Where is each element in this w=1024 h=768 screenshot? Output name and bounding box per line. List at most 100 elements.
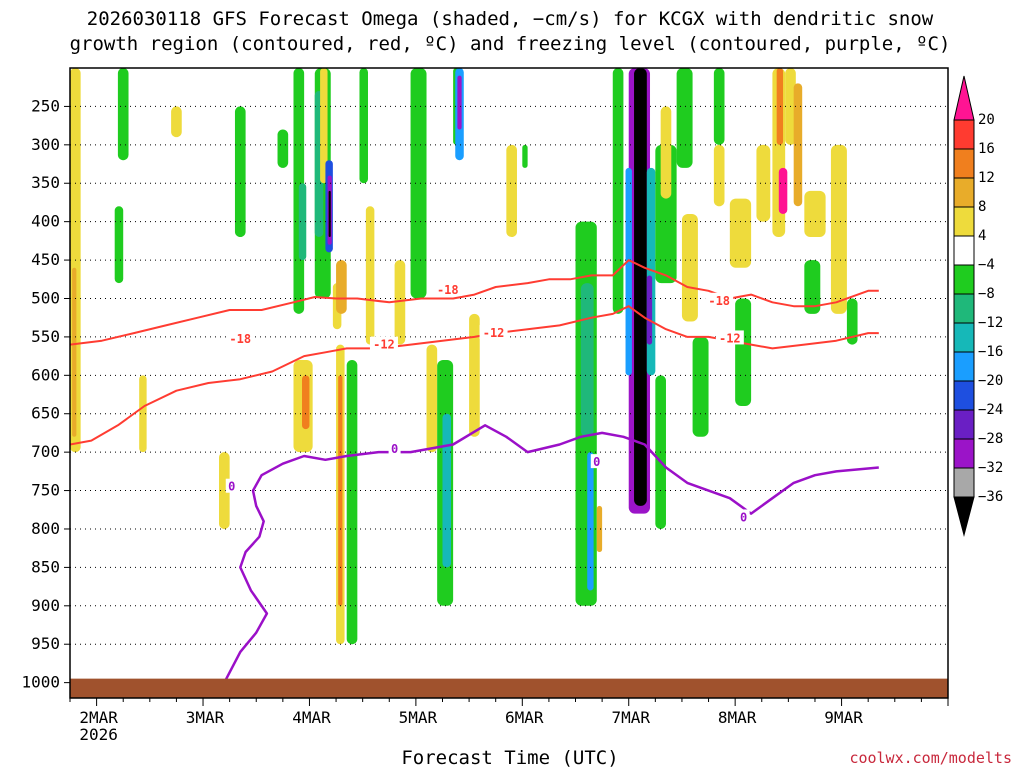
x-tick-label: 7MAR — [611, 708, 650, 727]
omega-region — [646, 275, 653, 345]
freezing-level-label: 0 — [593, 455, 600, 469]
dgz-minus-12-label: -12 — [373, 338, 395, 352]
y-tick-label: 300 — [31, 135, 60, 154]
dgz-minus-12-line — [70, 305, 879, 446]
y-tick-label: 600 — [31, 365, 60, 384]
colorbar-top-arrow — [953, 75, 975, 121]
x-tick-label: 9MAR — [824, 708, 863, 727]
colorbar-label: 20 — [978, 112, 995, 128]
y-tick-label: 350 — [31, 173, 60, 192]
omega-region — [117, 68, 129, 161]
colorbar-label: 4 — [978, 228, 986, 244]
omega-region — [72, 267, 77, 437]
x-tick-label: 8MAR — [718, 708, 757, 727]
colorbar-swatch — [953, 177, 975, 208]
y-tick-label: 900 — [31, 596, 60, 615]
colorbar-swatch — [953, 206, 975, 237]
colorbar-bottom-arrow — [953, 496, 975, 537]
colorbar-swatch — [953, 148, 975, 179]
omega-region — [139, 375, 147, 453]
omega-region — [660, 106, 672, 199]
x-tick-label: 2MAR — [79, 708, 118, 727]
dgz-minus-12-label: -12 — [483, 326, 505, 340]
colorbar-label: −4 — [978, 257, 995, 273]
x-tick-year-label: 2026 — [79, 725, 118, 744]
colorbar-label: −16 — [978, 344, 1003, 360]
omega-region — [713, 144, 725, 207]
colorbar-swatch — [953, 235, 975, 266]
omega-region — [234, 106, 246, 238]
dgz-minus-18-label-bg — [226, 331, 255, 346]
colorbar-swatch — [953, 467, 975, 498]
omega-region — [713, 68, 725, 145]
freezing-level-label-bg — [590, 454, 603, 469]
dgz-minus-18-label: -18 — [437, 283, 459, 297]
omega-region — [506, 144, 517, 238]
y-tick-label: 650 — [31, 404, 60, 423]
plot-area: -18 -18 -18 -12 -12 -12 0 0 0 0 — [69, 67, 949, 699]
freezing-level-label-bg — [737, 509, 750, 524]
dgz-minus-12-label: -12 — [719, 331, 741, 345]
omega-region — [346, 359, 358, 645]
colorbar-label: −28 — [978, 431, 1003, 447]
omega-region — [804, 190, 826, 238]
omega-region — [830, 144, 847, 314]
colorbar-swatch — [953, 293, 975, 324]
dgz-minus-12-label-bg — [715, 330, 744, 345]
freezing-level-label: 0 — [740, 510, 747, 524]
dgz-minus-12-label-bg — [479, 325, 508, 340]
freezing-level-label-bg — [225, 478, 238, 493]
omega-region — [729, 198, 752, 268]
y-tick-label: 950 — [31, 634, 60, 653]
omega-region — [580, 283, 594, 437]
y-tick-label: 700 — [31, 442, 60, 461]
x-tick-label: 3MAR — [186, 708, 225, 727]
y-tick-label: 550 — [31, 327, 60, 346]
omega-region — [793, 83, 803, 207]
omega-region — [218, 452, 230, 529]
dgz-minus-18-label-bg — [433, 282, 462, 297]
y-tick-label: 750 — [31, 481, 60, 500]
colorbar-label: 16 — [978, 141, 995, 157]
omega-region — [778, 167, 788, 214]
ground-surface — [70, 678, 948, 698]
omega-region — [277, 129, 289, 168]
omega-region — [457, 75, 462, 130]
omega-region — [735, 298, 752, 407]
x-axis-title: Forecast Time (UTC) — [401, 747, 618, 768]
omega-region — [320, 68, 328, 184]
chart-title-line-1: 2026030118 GFS Forecast Omega (shaded, −… — [87, 8, 934, 30]
omega-region — [426, 344, 438, 453]
omega-region — [328, 190, 331, 238]
omega-region — [804, 260, 821, 314]
omega-region — [587, 452, 594, 591]
colorbar-label: −36 — [978, 489, 1003, 505]
omega-region — [469, 313, 480, 437]
omega-region — [756, 144, 771, 222]
y-tick-label: 250 — [31, 96, 60, 115]
dgz-minus-18-label-bg — [705, 292, 734, 307]
omega-region — [336, 260, 347, 314]
colorbar-label: −12 — [978, 315, 1003, 331]
freezing-level-label: 0 — [228, 480, 235, 494]
omega-region — [114, 206, 124, 284]
omega-region — [776, 68, 784, 145]
colorbar-swatch — [953, 351, 975, 382]
colorbar-swatch — [953, 438, 975, 469]
omega-region — [394, 260, 406, 345]
colorbar-swatch — [953, 380, 975, 411]
colorbar-label: −20 — [978, 373, 1003, 389]
omega-region — [625, 167, 632, 376]
omega-region — [359, 68, 368, 184]
x-tick-label: 5MAR — [399, 708, 438, 727]
omega-region — [634, 68, 647, 506]
colorbar-swatch — [953, 322, 975, 353]
omega-region — [612, 68, 624, 314]
credit-link[interactable]: coolwx.com/modelts — [849, 749, 1012, 767]
y-tick-label: 800 — [31, 519, 60, 538]
colorbar-swatch — [953, 119, 975, 150]
colorbar-label: 12 — [978, 170, 995, 186]
dgz-minus-18-line — [70, 259, 879, 346]
